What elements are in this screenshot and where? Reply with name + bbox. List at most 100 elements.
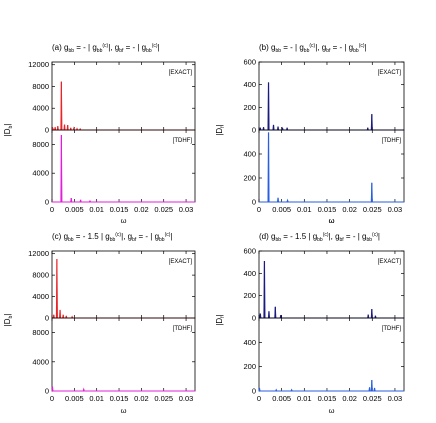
- y-tick-label: 0: [252, 387, 256, 396]
- title-fragment: bb: [97, 48, 103, 54]
- series-line: [259, 82, 404, 131]
- x-tick-label: 0.02: [134, 205, 149, 214]
- subplot-tdhf: 0 200 400 [TDHF]: [243, 317, 405, 396]
- y-tick-label: 0: [45, 126, 49, 135]
- y-tick-label: 0: [45, 387, 49, 396]
- title-fragment: = - |: [330, 43, 348, 52]
- x-axis-label: ω: [121, 216, 127, 225]
- title-fragment: (c): [359, 43, 365, 49]
- y-axis-label: |Df|: [215, 314, 226, 325]
- y-tick-label: 8000: [32, 140, 49, 149]
- title-fragment: g: [271, 43, 275, 52]
- title-fragment: |: [88, 43, 92, 52]
- title-fragment: = - |: [123, 43, 141, 52]
- method-label: [TDHF]: [382, 138, 402, 144]
- series-line: [52, 259, 195, 319]
- method-label: [TDHF]: [173, 138, 193, 144]
- method-label: [EXACT]: [169, 70, 193, 76]
- title-fragment: bb: [366, 237, 372, 243]
- subplot-exact: 0 4000 8000 12000 [EXACT]: [28, 60, 196, 135]
- title-fragment: g: [64, 232, 68, 241]
- x-tick-label: 0.02: [134, 394, 149, 403]
- title-fragment: = - |: [136, 232, 154, 241]
- title-fragment: bf: [326, 48, 331, 54]
- panel-title: (b) gbb = - | gbb(c)|, gbf = - | gbb(c)|: [259, 43, 367, 54]
- title-fragment: |: [101, 232, 105, 241]
- title-fragment: = -: [281, 232, 295, 241]
- y-tick-label: 600: [243, 58, 256, 67]
- title-fragment: bb: [317, 237, 323, 243]
- x-tick-label: 0.005: [65, 394, 84, 403]
- y-tick-label: 400: [243, 338, 256, 347]
- method-label: [EXACT]: [169, 259, 193, 265]
- x-tick-label: 0.025: [154, 205, 173, 214]
- x-tick-label: 0.03: [388, 205, 403, 214]
- title-fragment: g: [155, 232, 159, 241]
- y-tick-label: 0: [45, 198, 49, 207]
- title-fragment: g: [142, 43, 146, 52]
- x-tick-label: 0.005: [272, 394, 291, 403]
- x-tick-label: 0: [50, 205, 54, 214]
- subplot-tdhf: 0 200 400 [TDHF]: [243, 129, 405, 207]
- panel-d: (d) gbb = - 1.5 | gbb(c)|, gbf = - | gbb…: [215, 232, 405, 415]
- title-fragment: bf: [132, 237, 137, 243]
- title-fragment: (c): [152, 43, 158, 49]
- panel-title: (c) gbb = - 1.5 | gbb(c)|, gbf = - | gbb…: [52, 232, 173, 243]
- y-axis-label: |Db|: [3, 314, 14, 327]
- title-fragment: g: [105, 232, 109, 241]
- x-tick-label: 0.03: [179, 394, 194, 403]
- title-fragment: (c): [52, 232, 64, 241]
- x-tick-label: 0.015: [110, 394, 129, 403]
- title-fragment: g: [128, 232, 132, 241]
- x-tick-label: 0.02: [342, 205, 357, 214]
- title-fragment: bb: [146, 48, 152, 54]
- y-tick-label: 4000: [32, 292, 49, 301]
- subplot-exact: 0 4000 8000 12000 [EXACT]: [28, 249, 196, 323]
- title-fragment: (c): [323, 232, 329, 238]
- title-fragment: g: [335, 232, 339, 241]
- y-tick-label: 4000: [32, 357, 49, 366]
- title-fragment: = -: [281, 43, 295, 52]
- title-fragment: (c): [115, 232, 121, 238]
- x-tick-label: 0.02: [342, 394, 357, 403]
- title-fragment: |,: [315, 43, 322, 52]
- panel-title: (d) gbb = - 1.5 | gbb(c)|, gbf = - | gbb…: [259, 232, 380, 243]
- title-fragment: |: [308, 232, 312, 241]
- x-tick-label: 0.03: [388, 394, 403, 403]
- x-tick-label: 0: [50, 394, 54, 403]
- panel-b: (b) gbb = - | gbb(c)|, gbf = - | gbb(c)|…: [215, 43, 405, 225]
- title-fragment: (d): [259, 232, 271, 241]
- y-tick-label: 12000: [28, 60, 49, 69]
- method-label: [EXACT]: [378, 259, 402, 265]
- x-tick-label: 0.005: [272, 205, 291, 214]
- title-fragment: |: [158, 43, 160, 52]
- title-fragment: |: [365, 43, 367, 52]
- method-label: [EXACT]: [378, 70, 402, 76]
- series-line: [51, 386, 195, 392]
- title-fragment: bb: [275, 48, 281, 54]
- x-tick-label: 0.01: [89, 205, 104, 214]
- subplot-tdhf: 0 4000 8000 [TDHF]: [32, 317, 196, 396]
- x-tick-label: 0.01: [297, 205, 312, 214]
- subplot-tdhf: 0 4000 8000 [TDHF]: [32, 129, 196, 207]
- title-fragment: bb: [159, 237, 165, 243]
- title-fragment: g: [349, 43, 353, 52]
- series-line: [259, 261, 404, 319]
- y-tick-label: 8000: [32, 82, 49, 91]
- title-fragment: bf: [119, 48, 124, 54]
- x-tick-label: 0.025: [154, 394, 173, 403]
- x-tick-label: 0.025: [363, 394, 382, 403]
- y-tick-label: 8000: [32, 271, 49, 280]
- x-axis-label: ω: [329, 406, 335, 415]
- x-tick-label: 0.01: [297, 394, 312, 403]
- y-tick-label: 200: [243, 362, 256, 371]
- x-tick-label: 0.015: [318, 394, 337, 403]
- series-line: [258, 380, 404, 392]
- y-tick-label: 600: [243, 247, 256, 256]
- panel-title: (a) gbb = - | gbb(c)|, gbf = - | gbb(c)|: [52, 43, 160, 54]
- x-tick-label: 0: [257, 394, 261, 403]
- subplot-exact: 0 200 400 600 [EXACT]: [243, 58, 405, 135]
- title-fragment: (c): [372, 232, 378, 238]
- title-fragment: g: [92, 43, 96, 52]
